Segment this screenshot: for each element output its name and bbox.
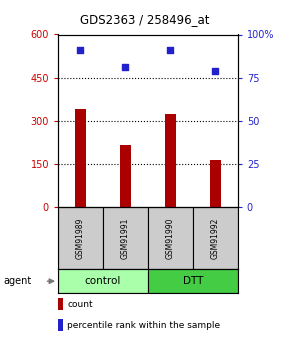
Point — [123, 65, 128, 70]
Bar — [210, 159, 221, 207]
Text: count: count — [67, 299, 93, 308]
Text: percentile rank within the sample: percentile rank within the sample — [67, 321, 220, 329]
Point — [213, 68, 218, 73]
Text: GSM91990: GSM91990 — [166, 217, 175, 259]
Bar — [58, 207, 103, 269]
Bar — [193, 207, 238, 269]
Point — [168, 47, 173, 53]
Text: GSM91992: GSM91992 — [211, 217, 220, 259]
Text: GSM91989: GSM91989 — [76, 217, 85, 259]
Bar — [103, 207, 148, 269]
Bar — [148, 207, 193, 269]
Point — [78, 47, 83, 53]
Text: control: control — [85, 276, 121, 286]
Text: agent: agent — [3, 276, 31, 286]
Bar — [120, 145, 131, 207]
Bar — [58, 298, 63, 310]
Text: DTT: DTT — [183, 276, 203, 286]
Text: GDS2363 / 258496_at: GDS2363 / 258496_at — [80, 13, 210, 26]
Bar — [75, 109, 86, 207]
Bar — [165, 114, 176, 207]
Text: GSM91991: GSM91991 — [121, 217, 130, 259]
Bar — [58, 319, 63, 331]
Bar — [58, 269, 148, 293]
Bar — [148, 269, 238, 293]
